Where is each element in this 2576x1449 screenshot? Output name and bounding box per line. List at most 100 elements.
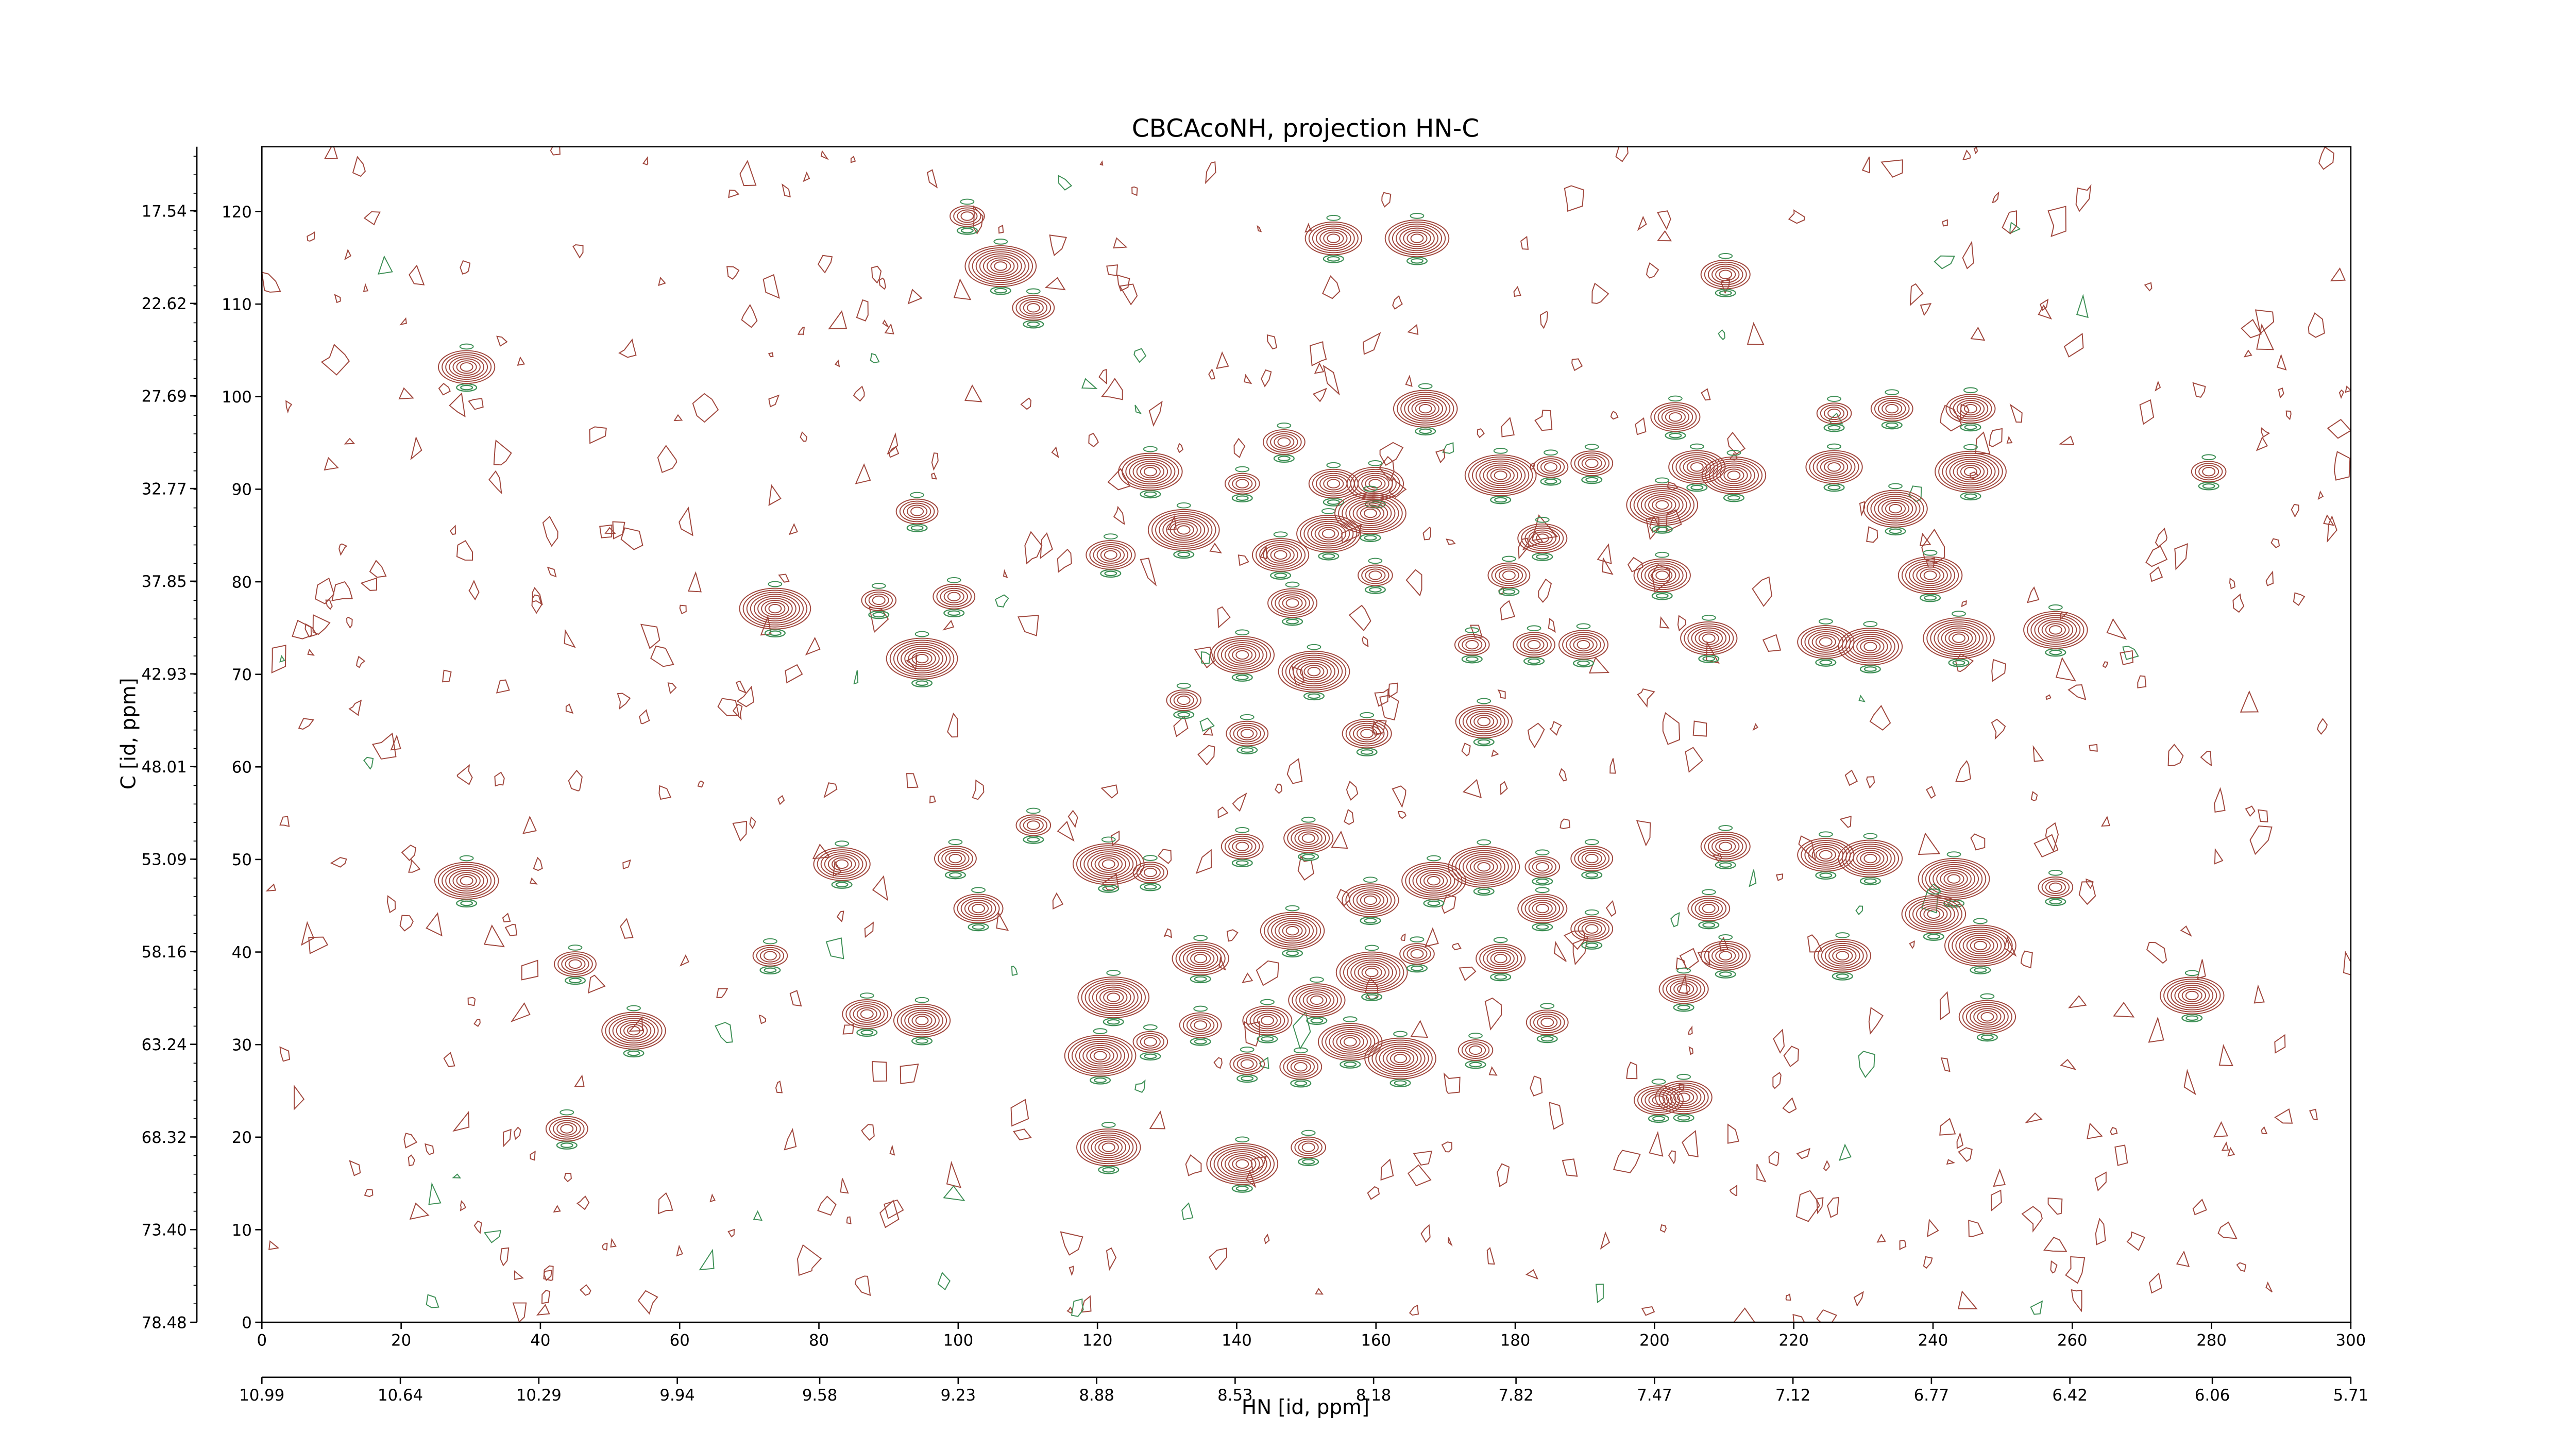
noise-contour bbox=[1069, 1266, 1074, 1276]
noise-contour bbox=[1923, 1256, 1933, 1269]
noise-contour bbox=[1441, 1141, 1453, 1153]
noise-contour bbox=[820, 150, 829, 160]
positive-contour bbox=[1816, 456, 1852, 478]
noise-contour bbox=[1554, 940, 1567, 962]
noise-contour bbox=[425, 1143, 434, 1155]
peak bbox=[1558, 623, 1609, 668]
noise-contour bbox=[871, 265, 882, 284]
noise-contour bbox=[1773, 1029, 1785, 1054]
peak bbox=[1317, 1016, 1383, 1069]
noise-contour bbox=[2087, 1122, 2103, 1140]
noise-contour bbox=[452, 1110, 470, 1132]
negative-contour bbox=[1923, 549, 1938, 556]
peak bbox=[739, 581, 811, 637]
noise-contour bbox=[789, 990, 802, 1007]
positive-contour bbox=[1314, 525, 1343, 543]
negative-contour bbox=[1963, 387, 1978, 394]
negative-contour bbox=[1363, 877, 1378, 883]
positive-contour bbox=[1853, 635, 1888, 658]
peak bbox=[1399, 936, 1435, 973]
noise-contour bbox=[1788, 209, 1805, 224]
noise-contour bbox=[658, 785, 672, 800]
noise-contour bbox=[1992, 191, 1999, 204]
noise-contour bbox=[330, 857, 347, 868]
positive-contour bbox=[1101, 859, 1115, 869]
positive-contour bbox=[1358, 964, 1386, 982]
noise-contour bbox=[467, 997, 476, 1006]
x-tick-label: 140 bbox=[1222, 1331, 1252, 1350]
positive-contour bbox=[1423, 874, 1444, 888]
x-tick-label: 120 bbox=[1082, 1331, 1113, 1350]
noise-contour bbox=[1238, 554, 1249, 566]
positive-contour bbox=[1233, 724, 1261, 743]
positive-contour bbox=[1934, 623, 1984, 653]
noise-contour bbox=[1013, 1128, 1032, 1141]
positive-contour bbox=[1224, 473, 1260, 495]
positive-contour bbox=[1704, 942, 1747, 969]
noise-contour bbox=[1768, 1151, 1780, 1167]
noise-contour bbox=[2229, 578, 2236, 589]
noise-contour bbox=[882, 319, 889, 328]
positive-contour bbox=[761, 600, 789, 618]
negative-contour bbox=[1719, 290, 1732, 296]
negative-contour bbox=[1477, 698, 1492, 704]
y-tick-label: 90 bbox=[232, 481, 252, 499]
negative-contour bbox=[1285, 905, 1300, 912]
positive-contour bbox=[1329, 1029, 1372, 1055]
positive-contour bbox=[1356, 891, 1385, 909]
negative-contour bbox=[1089, 1076, 1111, 1085]
noise-contour bbox=[2078, 881, 2096, 905]
positive-contour bbox=[1365, 967, 1379, 978]
x2-tick-label: 10.99 bbox=[239, 1386, 284, 1405]
positive-contour bbox=[1715, 267, 1736, 281]
negative-contour bbox=[1309, 976, 1324, 983]
positive-contour bbox=[950, 205, 985, 227]
noise-contour bbox=[1205, 161, 1216, 184]
noise-contour bbox=[854, 1275, 871, 1296]
noise-contour bbox=[2155, 380, 2161, 392]
x-tick-label: 200 bbox=[1639, 1331, 1670, 1350]
noise-contour bbox=[1157, 849, 1172, 864]
positive-contour bbox=[1912, 564, 1948, 586]
positive-contour bbox=[975, 251, 1026, 281]
noise-contour bbox=[1919, 532, 1931, 546]
negative-contour bbox=[1027, 321, 1040, 327]
noise-contour bbox=[834, 359, 840, 367]
positive-contour bbox=[1213, 638, 1271, 672]
positive-contour bbox=[1190, 952, 1211, 966]
noise-contour bbox=[817, 255, 833, 274]
positive-contour bbox=[1640, 562, 1684, 588]
noise-contour bbox=[2009, 403, 2023, 423]
positive-contour bbox=[1700, 259, 1751, 290]
positive-contour bbox=[1084, 980, 1142, 1015]
positive-contour bbox=[1648, 1093, 1669, 1107]
peak bbox=[1814, 932, 1871, 981]
noise-contour bbox=[900, 1064, 919, 1085]
positive-contour bbox=[1177, 525, 1191, 535]
positive-contour bbox=[2048, 625, 2062, 635]
noise-contour bbox=[805, 636, 821, 655]
positive-contour bbox=[1308, 223, 1359, 254]
positive-contour bbox=[1581, 457, 1602, 470]
positive-contour bbox=[1502, 570, 1516, 580]
negative-contour bbox=[1026, 288, 1041, 295]
negative-contour bbox=[1536, 554, 1549, 560]
peak bbox=[1935, 444, 2007, 501]
negative-contour bbox=[1889, 528, 1902, 534]
positive-contour bbox=[1863, 490, 1928, 528]
positive-contour bbox=[1528, 858, 1556, 876]
noise-contour bbox=[2102, 661, 2109, 668]
positive-contour bbox=[1089, 542, 1132, 568]
noise-contour bbox=[906, 773, 919, 788]
noise-contour bbox=[741, 304, 758, 328]
noise-contour bbox=[2274, 1034, 2286, 1054]
positive-contour bbox=[1574, 848, 1610, 870]
noise-contour bbox=[717, 698, 739, 716]
positive-contour bbox=[434, 862, 499, 900]
noise-contour bbox=[2253, 984, 2265, 1004]
noise-contour bbox=[884, 323, 894, 334]
noise-contour bbox=[1558, 768, 1567, 782]
positive-contour bbox=[1644, 494, 1680, 516]
negative-contour bbox=[1827, 396, 1841, 402]
negative-contour bbox=[1363, 485, 1378, 492]
